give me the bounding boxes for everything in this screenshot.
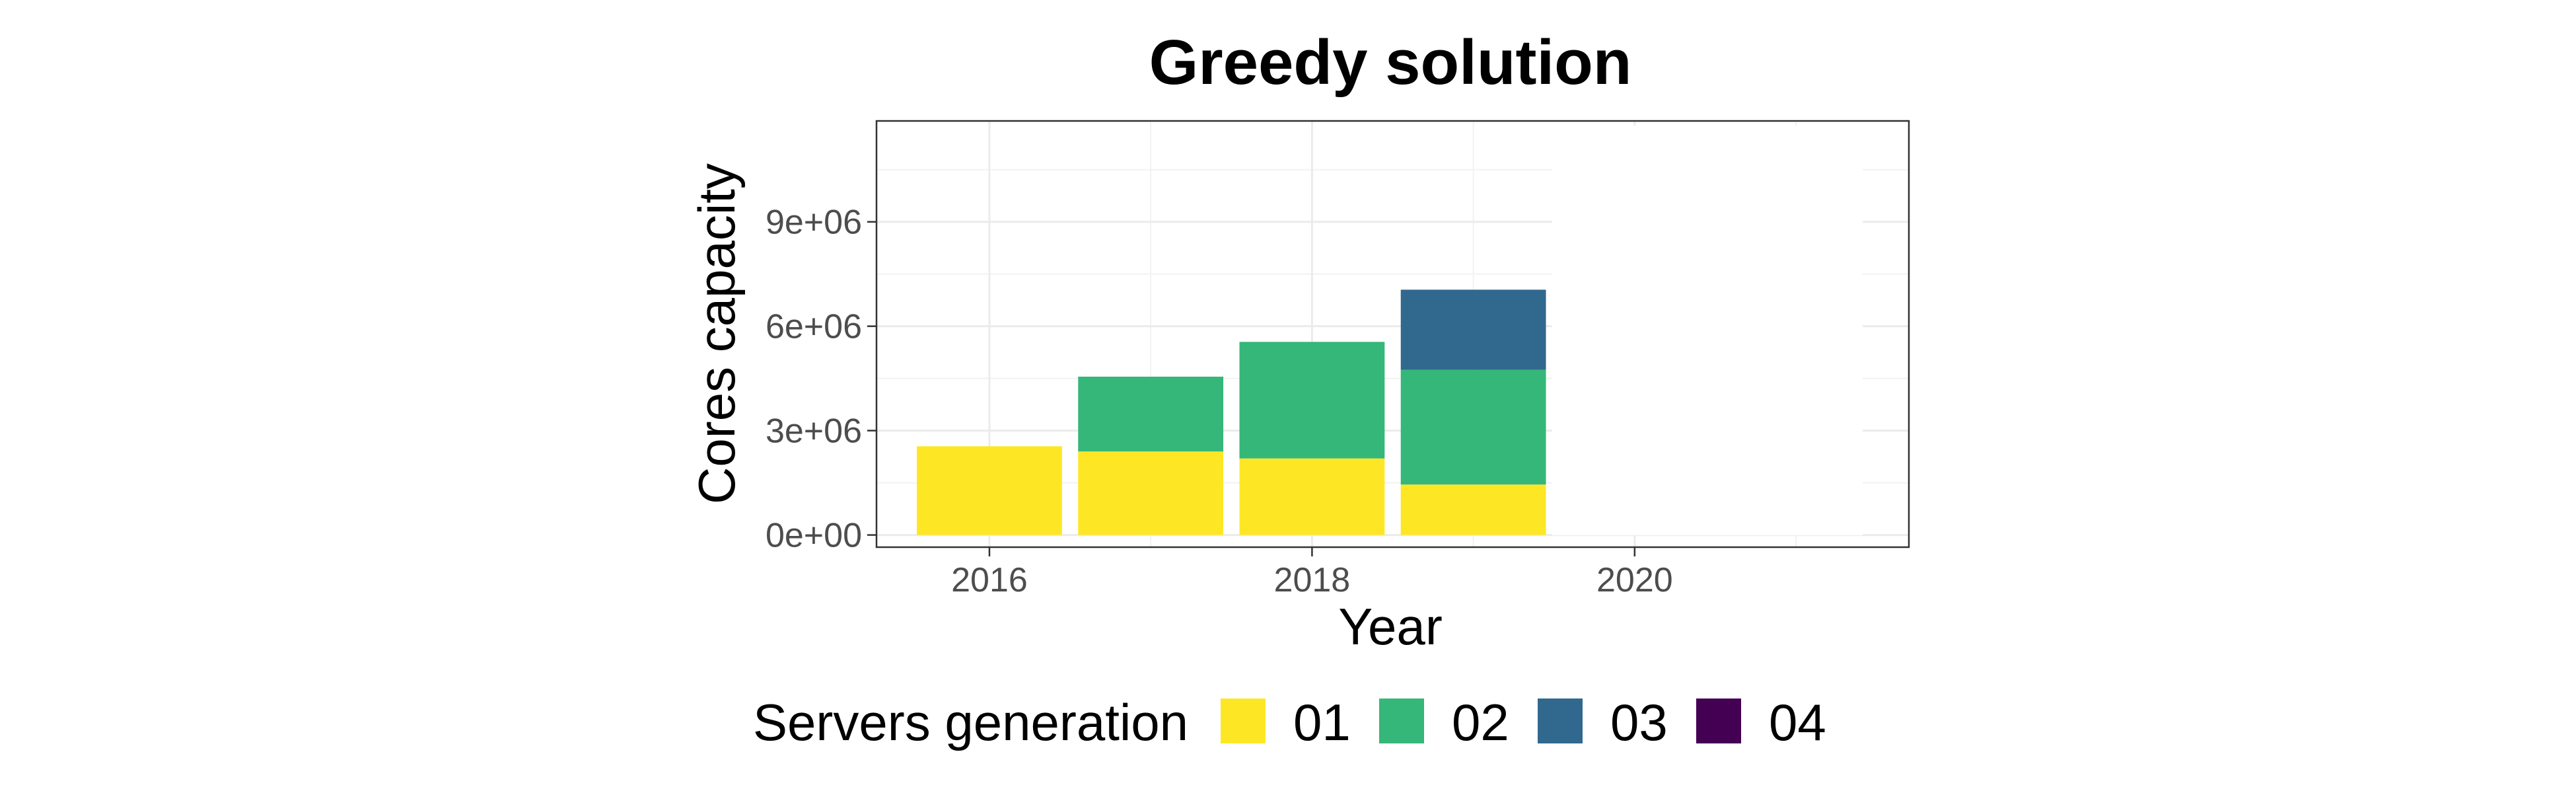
- y-tick-label: 9e+06: [766, 204, 862, 242]
- y-tick-label: 0e+00: [766, 517, 862, 555]
- legend-label-04: 04: [1769, 693, 1826, 751]
- legend-label-02: 02: [1452, 693, 1509, 751]
- y-axis-label: Cores capacity: [688, 163, 746, 504]
- blank-overlay: [1552, 126, 1863, 535]
- plot-area: [875, 120, 1910, 548]
- bar-2019-gen-01: [1400, 484, 1546, 535]
- bar-2018-gen-02: [1239, 342, 1385, 459]
- legend-key-03: [1538, 699, 1583, 743]
- legend-key-02: [1379, 699, 1424, 743]
- y-axis: 0e+00 3e+06 6e+06 9e+06: [766, 204, 877, 555]
- x-tick-label: 2016: [951, 561, 1028, 599]
- legend-label-01: 01: [1293, 693, 1351, 751]
- bars: [917, 289, 1546, 535]
- plot-border: [875, 120, 1910, 548]
- bar-2016-gen-01: [917, 446, 1062, 535]
- bar-2019-gen-03: [1400, 289, 1546, 370]
- bar-2017-gen-01: [1078, 451, 1224, 535]
- y-tick-label: 3e+06: [766, 412, 862, 451]
- x-tick-label: 2018: [1274, 561, 1351, 599]
- bar-2019-gen-02: [1400, 369, 1546, 485]
- x-axis: 2016 2018 2020: [951, 547, 1673, 599]
- legend: Servers generation 01 02 03 04: [753, 693, 1826, 751]
- legend-key-01: [1221, 699, 1266, 743]
- bar-2017-gen-02: [1078, 377, 1224, 452]
- legend-label-03: 03: [1610, 693, 1668, 751]
- bar-2018-gen-01: [1239, 458, 1385, 535]
- x-tick-label: 2020: [1596, 561, 1673, 599]
- x-axis-label: Year: [1338, 597, 1443, 656]
- legend-items: 01 02 03 04: [1221, 693, 1826, 751]
- chart-title: Greedy solution: [1149, 27, 1632, 98]
- legend-key-04: [1696, 699, 1741, 743]
- legend-title: Servers generation: [753, 693, 1188, 751]
- y-tick-label: 6e+06: [766, 308, 862, 346]
